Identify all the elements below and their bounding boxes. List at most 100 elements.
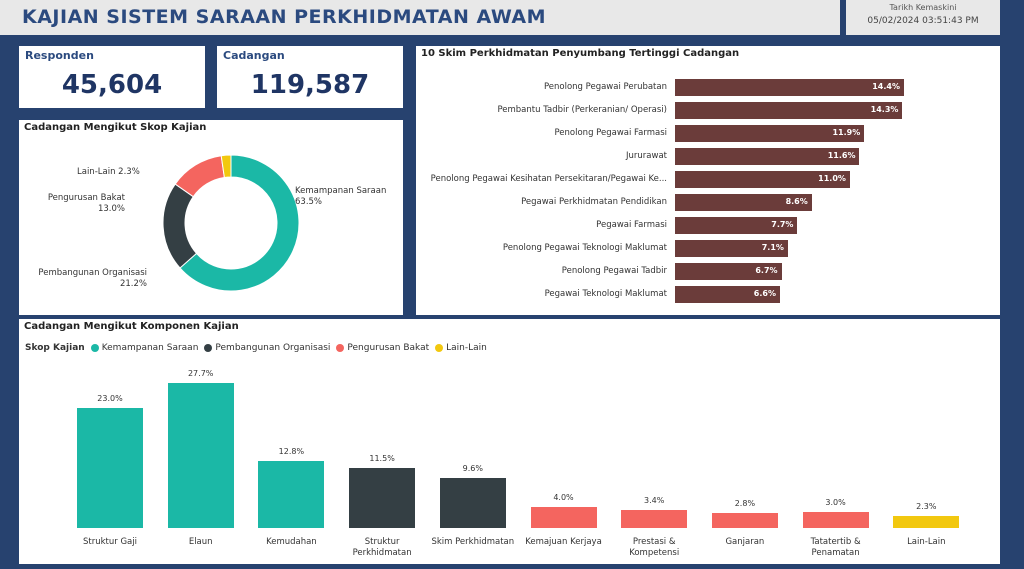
legend-item[interactable]: Pengurusan Bakat xyxy=(336,343,429,353)
hbar-bar[interactable]: 7.1% xyxy=(675,240,788,257)
legend-label: Pembangunan Organisasi xyxy=(215,343,331,353)
hbar-value-label: 14.3% xyxy=(870,105,899,114)
vbar-value-label: 27.7% xyxy=(187,369,214,378)
vbar-bar[interactable] xyxy=(77,407,143,528)
vbar-category-label: Struktur Gaji xyxy=(83,537,137,547)
legend-item[interactable]: Kemampanan Saraan xyxy=(90,343,199,353)
donut-title: Cadangan Mengikut Skop Kajian xyxy=(24,122,207,133)
legend-dot xyxy=(435,344,444,352)
hbar-value-label: 7.7% xyxy=(771,220,794,229)
donut-slice-pembangunan-organisasi[interactable] xyxy=(162,183,198,269)
legend-dot xyxy=(336,344,345,352)
hbar-value-label: 11.9% xyxy=(832,128,861,137)
vbar-value-label: 2.8% xyxy=(734,499,756,509)
vbar-value-label: 3.0% xyxy=(825,498,846,508)
hbar-value-label: 7.1% xyxy=(761,243,784,252)
updated-value: 05/02/2024 03:51:43 PM xyxy=(867,16,979,26)
hbar-category-label: Penolong Pegawai Teknologi Maklumat xyxy=(502,243,667,253)
donut-slice-kemampanan-saraan[interactable] xyxy=(179,154,300,292)
hbar-category-label: Penolong Pegawai Perubatan xyxy=(543,82,667,92)
hbar-category-label: Penolong Pegawai Kesihatan Persekitaran/… xyxy=(430,174,667,184)
cadangan-value: 119,587 xyxy=(250,70,370,100)
vbar-value-label: 3.4% xyxy=(644,496,665,506)
hbar-row[interactable]: Penolong Pegawai Farmasi 11.9% xyxy=(416,125,1000,142)
vbar-bar[interactable] xyxy=(893,515,960,528)
legend-dot xyxy=(204,344,213,352)
vbar-category-label: Prestasi & Kompetensi xyxy=(629,537,680,558)
vbar-bar[interactable] xyxy=(439,477,506,528)
vbar-value-label: 2.3% xyxy=(916,501,937,511)
vbar-bar[interactable] xyxy=(167,383,234,528)
hbar-row[interactable]: Penolong Pegawai Perubatan 14.4% xyxy=(416,79,1000,96)
vbar-value-label: 11.5% xyxy=(369,453,395,463)
hbar-bar[interactable]: 6.7% xyxy=(675,263,782,280)
vbar-category-label: Struktur Perkhidmatan xyxy=(352,537,412,558)
responden-card[interactable]: Responden 45,604 xyxy=(19,46,205,108)
hbar-value-label: 11.0% xyxy=(818,174,846,183)
cadangan-label: Cadangan xyxy=(223,49,285,62)
title-bar: KAJIAN SISTEM SARAAN PERKHIDMATAN AWAM xyxy=(0,0,840,35)
vbar-bar[interactable] xyxy=(530,507,597,528)
vbar-category-label: Ganjaran xyxy=(725,537,765,547)
legend-label: Lain-Lain xyxy=(446,343,487,353)
vbar-value-label: 12.8% xyxy=(278,446,305,456)
hbar-row[interactable]: Jururawat 11.6% xyxy=(416,148,1000,165)
legend-title: Skop Kajian xyxy=(25,343,85,353)
vbar-bar[interactable] xyxy=(258,460,325,528)
hbar-bar[interactable]: 11.9% xyxy=(675,125,865,142)
hbar-row[interactable]: Penolong Pegawai Teknologi Maklumat 7.1% xyxy=(416,240,1000,257)
vbar-category-label: Kemajuan Kerjaya xyxy=(525,537,602,547)
hbar-row[interactable]: Pegawai Perkhidmatan Pendidikan 8.6% xyxy=(416,194,1000,211)
vbar-category-label: Lain-Lain xyxy=(907,537,946,547)
legend-item[interactable]: Lain-Lain xyxy=(435,343,487,353)
hbar-value-label: 6.7% xyxy=(755,266,778,275)
legend-item[interactable]: Pembangunan Organisasi xyxy=(204,343,330,353)
donut-label-pengurusan: Pengurusan Bakat 13.0% xyxy=(47,193,125,214)
hbar-value-label: 6.6% xyxy=(753,289,776,298)
legend-label: Kemampanan Saraan xyxy=(101,343,199,353)
hbar-category-label: Pembantu Tadbir (Perkeranian/ Operasi) xyxy=(497,105,667,115)
vbar-value-label: 9.6% xyxy=(462,463,483,473)
hbar-bar[interactable]: 14.3% xyxy=(675,102,903,119)
donut-chart[interactable] xyxy=(19,120,403,315)
hbar-row[interactable]: Pegawai Farmasi 7.7% xyxy=(416,217,1000,234)
hbar-bar[interactable]: 11.6% xyxy=(675,148,860,165)
vbar-bar[interactable] xyxy=(349,467,416,528)
donut-label-kemampanan: Kemampanan Saraan 63.5% xyxy=(295,186,387,207)
hbar-category-label: Penolong Pegawai Tadbir xyxy=(561,266,667,276)
responden-value: 45,604 xyxy=(61,70,163,100)
hbar-row[interactable]: Pegawai Teknologi Maklumat 6.6% xyxy=(416,286,1000,303)
komponen-title: Cadangan Mengikut Komponen Kajian xyxy=(24,321,239,332)
cadangan-card[interactable]: Cadangan 119,587 xyxy=(217,46,403,108)
hbar-bar[interactable]: 6.6% xyxy=(675,286,780,303)
hbar-value-label: 8.6% xyxy=(785,197,808,206)
hbar-category-label: Penolong Pegawai Farmasi xyxy=(554,128,667,138)
vbar-category-label: Tatatertib & Penamatan xyxy=(810,537,861,558)
hbar-bar[interactable]: 8.6% xyxy=(675,194,812,211)
top10-title: 10 Skim Perkhidmatan Penyumbang Tertingg… xyxy=(421,48,740,59)
vbar-value-label: 4.0% xyxy=(553,493,574,503)
top10-panel[interactable]: 10 Skim Perkhidmatan Penyumbang Tertingg… xyxy=(416,46,1000,315)
page-title: KAJIAN SISTEM SARAAN PERKHIDMATAN AWAM xyxy=(22,6,547,28)
legend-label: Pengurusan Bakat xyxy=(347,343,430,353)
hbar-category-label: Pegawai Teknologi Maklumat xyxy=(544,289,667,299)
vbar-bar[interactable] xyxy=(802,512,869,528)
hbar-bar[interactable]: 11.0% xyxy=(675,171,850,188)
donut-label-lainlain: Lain-Lain 2.3% xyxy=(77,167,140,177)
hbar-row[interactable]: Pembantu Tadbir (Perkeranian/ Operasi) 14… xyxy=(416,102,1000,119)
legend: Skop Kajian Kemampanan Saraan Pembanguna… xyxy=(25,343,493,353)
hbar-row[interactable]: Penolong Pegawai Kesihatan Persekitaran/… xyxy=(416,171,1000,188)
vbar-bar[interactable] xyxy=(621,510,688,528)
komponen-panel[interactable]: Cadangan Mengikut Komponen Kajian Skop K… xyxy=(19,319,1000,564)
hbar-bar[interactable]: 14.4% xyxy=(675,79,904,96)
donut-panel[interactable]: Cadangan Mengikut Skop Kajian Lain-Lain … xyxy=(19,120,403,315)
donut-slice-lain-lain[interactable] xyxy=(220,154,232,179)
hbar-bar[interactable]: 7.7% xyxy=(675,217,798,234)
hbar-row[interactable]: Penolong Pegawai Tadbir 6.7% xyxy=(416,263,1000,280)
vbar-category-label: Skim Perkhidmatan xyxy=(431,537,515,547)
update-info: Tarikh Kemaskini 05/02/2024 03:51:43 PM xyxy=(846,0,1000,35)
vbar-category-label: Elaun xyxy=(188,537,213,547)
vbar-bar[interactable] xyxy=(711,513,778,528)
responden-label: Responden xyxy=(25,49,94,62)
donut-label-pembangunan: Pembangunan Organisasi 21.2% xyxy=(38,268,147,289)
